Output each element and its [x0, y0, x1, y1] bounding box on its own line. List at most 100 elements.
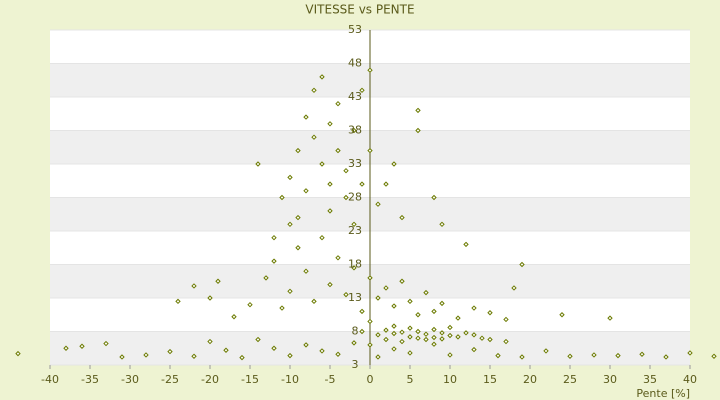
y-tick-label: 43 — [348, 90, 362, 103]
x-tick-label: -20 — [201, 373, 219, 386]
x-tick-label: 5 — [407, 373, 414, 386]
point — [407, 325, 413, 331]
point — [391, 330, 397, 337]
y-tick-label: 33 — [348, 157, 362, 170]
x-tick-label: -30 — [121, 373, 139, 386]
point — [359, 328, 365, 335]
point — [615, 352, 621, 359]
point — [383, 181, 389, 187]
point — [351, 265, 357, 271]
point — [391, 303, 397, 309]
point — [447, 332, 453, 339]
point — [103, 340, 109, 347]
point — [327, 281, 333, 288]
point — [407, 298, 413, 305]
point — [407, 334, 413, 340]
y-tick-label: 13 — [348, 291, 362, 304]
point — [383, 285, 389, 291]
point — [327, 181, 333, 187]
point — [503, 338, 509, 345]
point — [343, 291, 349, 298]
point — [351, 221, 357, 228]
point — [303, 188, 309, 194]
point — [439, 330, 445, 336]
point — [343, 194, 349, 201]
point — [431, 308, 437, 315]
point — [319, 161, 325, 167]
point — [423, 289, 429, 296]
point — [367, 67, 373, 73]
x-tick-label: -25 — [161, 373, 179, 386]
point — [303, 268, 309, 274]
point — [447, 352, 453, 358]
point — [311, 134, 317, 140]
point — [399, 278, 405, 284]
point — [399, 329, 405, 335]
point — [295, 245, 301, 251]
point — [415, 328, 421, 335]
point — [391, 323, 397, 329]
point — [383, 336, 389, 343]
x-tick-label: 20 — [523, 373, 537, 386]
point — [455, 334, 461, 340]
x-tick-label: -10 — [281, 373, 299, 386]
point — [271, 258, 277, 264]
y-tick-label: 48 — [348, 57, 362, 70]
x-tick-label: -40 — [41, 373, 59, 386]
point — [119, 354, 125, 360]
x-tick-label: 30 — [603, 373, 617, 386]
point — [327, 121, 333, 127]
point — [247, 301, 253, 308]
point — [471, 346, 477, 353]
x-axis-label: Pente [%] — [636, 387, 690, 400]
point — [567, 353, 573, 359]
y-tick-label: 23 — [348, 224, 362, 237]
point — [319, 74, 325, 80]
point — [279, 305, 285, 311]
point — [335, 255, 341, 261]
point — [415, 312, 421, 318]
point — [287, 221, 293, 228]
point — [559, 312, 565, 318]
x-tick-label: -35 — [81, 373, 99, 386]
point — [239, 354, 245, 361]
point — [519, 261, 525, 268]
point — [359, 181, 365, 187]
point — [271, 234, 277, 241]
point — [375, 201, 381, 207]
point — [319, 234, 325, 241]
point — [367, 147, 373, 154]
point — [439, 336, 445, 342]
point — [383, 327, 389, 333]
point — [367, 275, 373, 281]
point — [663, 354, 669, 360]
x-tick-label: -15 — [241, 373, 259, 386]
point — [63, 345, 69, 351]
point — [295, 147, 301, 154]
point — [431, 341, 437, 347]
point — [79, 343, 85, 349]
point — [415, 107, 421, 114]
point — [255, 161, 261, 167]
point — [175, 298, 181, 305]
point — [455, 315, 461, 321]
y-tick-label: 28 — [348, 191, 362, 204]
point — [415, 335, 421, 341]
point — [319, 348, 325, 354]
y-tick-label: 53 — [348, 23, 362, 36]
point — [423, 336, 429, 343]
y-tick-label: 8 — [352, 325, 359, 338]
point — [495, 352, 501, 359]
point — [471, 305, 477, 311]
point — [407, 350, 413, 356]
point — [335, 147, 341, 154]
y-tick-label: 18 — [348, 258, 362, 271]
point — [439, 221, 445, 228]
point — [687, 350, 693, 356]
x-tick-label: 40 — [683, 373, 697, 386]
point — [359, 87, 365, 94]
point — [391, 346, 397, 352]
point — [351, 340, 357, 346]
point — [191, 283, 197, 289]
